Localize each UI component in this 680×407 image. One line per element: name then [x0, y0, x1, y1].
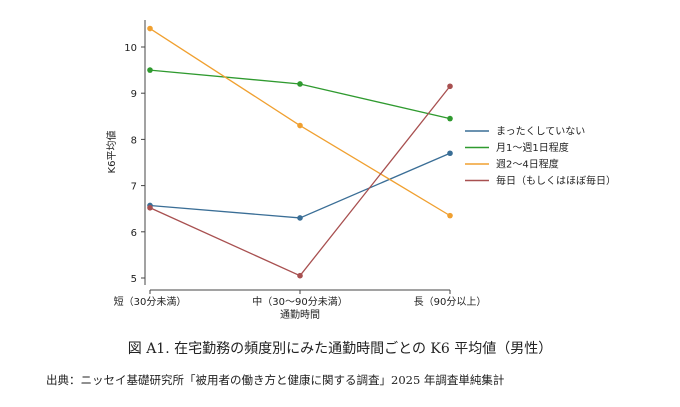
source-note: 出典：ニッセイ基礎研究所「被用者の働き方と健康に関する調査」2025 年調査単純… — [46, 373, 505, 387]
legend-label: 月1〜週1日程度 — [496, 141, 569, 154]
y-tick-label: 5 — [131, 274, 137, 285]
y-tick-label: 10 — [124, 43, 137, 54]
data-point — [147, 25, 153, 32]
series-line — [149, 152, 451, 219]
legend-label: 毎日（もしくはほぼ毎日） — [496, 174, 616, 187]
legend-label: まったくしていない — [496, 126, 585, 138]
series-line — [149, 69, 451, 120]
y-tick-label: 8 — [131, 135, 137, 146]
x-tick-label: 中（30〜90分未満） — [252, 295, 347, 308]
data-point — [297, 272, 303, 279]
data-point — [447, 83, 453, 90]
data-point — [147, 67, 153, 73]
data-point — [147, 204, 153, 211]
y-tick-label: 9 — [131, 89, 137, 100]
series-line — [149, 85, 451, 277]
data-point — [297, 215, 303, 221]
data-point — [447, 212, 453, 219]
y-tick-label: 6 — [131, 228, 137, 239]
data-point — [447, 115, 453, 122]
y-tick-label: 7 — [131, 182, 137, 193]
y-axis-title: K6平均値 — [105, 131, 118, 174]
x-axis-title: 通勤時間 — [280, 308, 320, 321]
legend-label: 週2〜4日程度 — [496, 158, 559, 171]
data-point — [297, 81, 303, 87]
line-chart: K6平均値 通勤時間 5 6 7 8 9 10 短（30分未満） 中（30〜90分未満） 長（… — [105, 20, 616, 321]
figure-caption: 図 A1. 在宅勤務の頻度別にみた通勤時間ごとの K6 平均値（男性） — [127, 341, 553, 357]
x-tick-label: 長（90分以上） — [414, 296, 487, 308]
x-tick-label: 短（30分未満） — [114, 295, 187, 308]
data-point — [447, 150, 453, 157]
data-point — [297, 122, 303, 129]
series-line — [149, 27, 451, 217]
